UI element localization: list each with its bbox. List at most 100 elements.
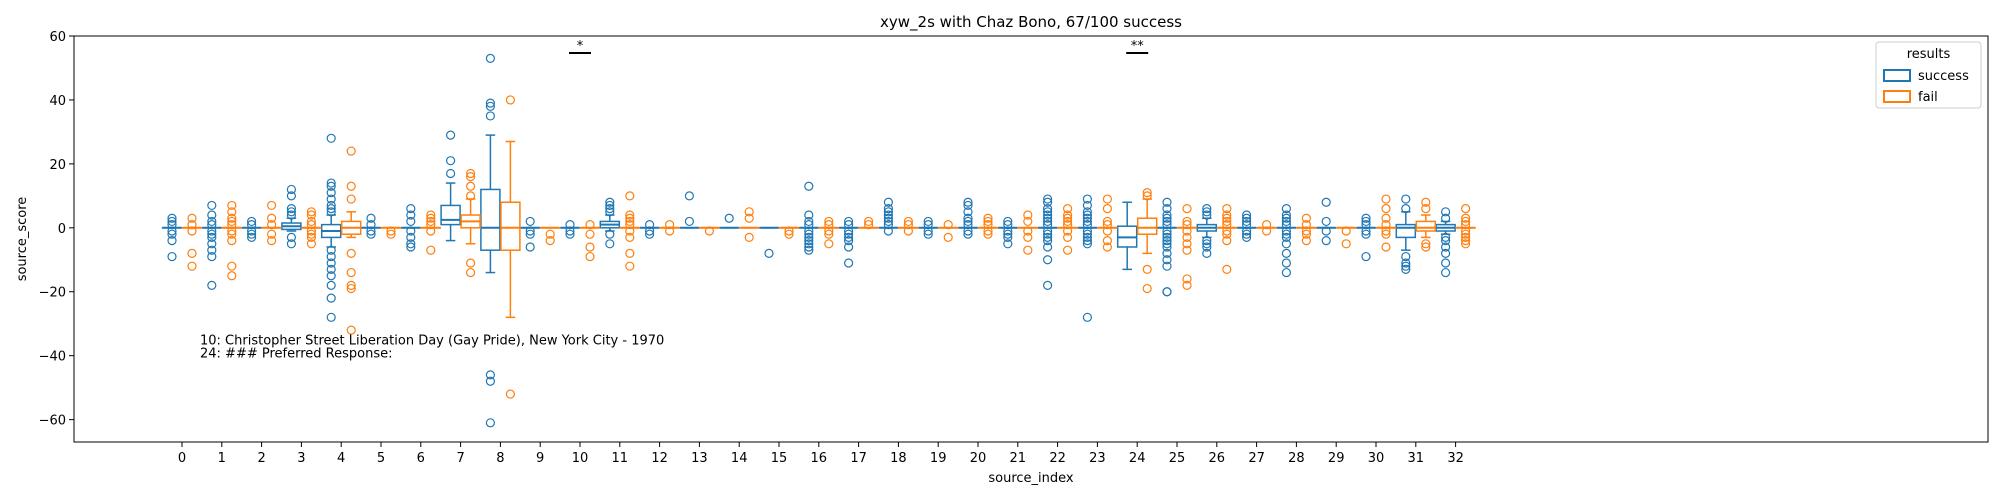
flier-point <box>447 169 455 177</box>
box-success <box>1237 211 1256 241</box>
box-fail <box>1178 205 1197 290</box>
flier-point <box>467 259 475 267</box>
box-success <box>919 217 938 238</box>
x-tick-label: 19 <box>930 451 947 466</box>
flier-point <box>1223 265 1231 273</box>
box-success <box>879 198 898 235</box>
box-success <box>1277 205 1296 277</box>
box-fail <box>1098 195 1117 251</box>
flier-point <box>447 131 455 139</box>
box-success <box>202 201 221 289</box>
box-success <box>242 217 261 241</box>
flier-point <box>188 262 196 270</box>
x-tick-label: 23 <box>1089 451 1106 466</box>
box-fail <box>302 208 321 248</box>
flier-point <box>188 249 196 257</box>
box-iqr <box>441 205 460 224</box>
flier-point <box>1322 217 1330 225</box>
flier-point <box>1143 265 1151 273</box>
box-success <box>1436 208 1455 277</box>
flier-point <box>447 157 455 165</box>
x-tick-label: 13 <box>691 451 708 466</box>
box-iqr <box>481 189 500 250</box>
flier-point <box>347 195 355 203</box>
significance-markers: *** <box>569 39 1148 54</box>
flier-point <box>327 281 335 289</box>
flier-point <box>805 182 813 190</box>
y-tick-label: −40 <box>39 350 66 365</box>
annotation-line: 24: ### Preferred Response: <box>200 346 392 361</box>
flier-point <box>626 262 634 270</box>
box-fail <box>222 201 241 279</box>
flier-point <box>228 262 236 270</box>
flier-point <box>685 217 693 225</box>
flier-point <box>685 192 693 200</box>
y-tick-label: −60 <box>39 414 66 429</box>
significance-label: ** <box>1131 39 1145 54</box>
box-fail <box>1138 189 1157 293</box>
x-tick-label: 22 <box>1049 451 1066 466</box>
flier-point <box>606 240 614 248</box>
flier-point <box>1183 205 1191 213</box>
box-success <box>1396 195 1415 273</box>
box-fail <box>660 221 679 235</box>
box-fail <box>1377 195 1396 251</box>
box-success <box>680 192 699 228</box>
flier-point <box>327 294 335 302</box>
y-tick-label: 0 <box>58 222 66 237</box>
x-tick-label: 25 <box>1169 451 1186 466</box>
x-tick-label: 3 <box>297 451 305 466</box>
flier-point <box>467 182 475 190</box>
x-tick-label: 21 <box>1010 451 1027 466</box>
flier-point <box>268 201 276 209</box>
flier-point <box>1064 246 1072 254</box>
x-tick-label: 9 <box>536 451 544 466</box>
box-fail <box>1416 198 1435 251</box>
flier-point <box>327 134 335 142</box>
box-success <box>1197 205 1216 258</box>
x-tick-label: 14 <box>731 451 748 466</box>
box-success <box>441 131 460 240</box>
box-series <box>163 54 1476 426</box>
x-tick-label: 11 <box>612 451 629 466</box>
box-success <box>1317 198 1336 244</box>
y-axis-label: source_score <box>15 197 30 282</box>
chart-title: xyw_2s with Chaz Bono, 67/100 success <box>880 13 1182 32</box>
box-success <box>959 198 978 238</box>
box-success <box>760 228 779 258</box>
legend: results success fail <box>1876 42 1981 108</box>
significance-label: * <box>577 39 584 54</box>
box-success <box>839 217 858 267</box>
box-fail <box>461 169 480 276</box>
flier-point <box>586 253 594 261</box>
box-fail <box>581 221 600 261</box>
flier-point <box>586 230 594 238</box>
flier-point <box>347 269 355 277</box>
box-fail <box>262 201 281 244</box>
box-fail <box>740 208 759 242</box>
flier-point <box>1322 237 1330 245</box>
flier-point <box>467 269 475 277</box>
flier-point <box>1282 269 1290 277</box>
x-tick-label: 27 <box>1248 451 1265 466</box>
flier-point <box>1362 253 1370 261</box>
flier-point <box>506 390 514 398</box>
flier-point <box>526 217 534 225</box>
box-iqr <box>1396 225 1415 238</box>
box-success <box>481 54 500 426</box>
x-tick-label: 29 <box>1328 451 1345 466</box>
box-iqr <box>1138 218 1157 234</box>
legend-label-success: success <box>1918 69 1969 84</box>
box-fail <box>1456 205 1475 248</box>
flier-point <box>347 182 355 190</box>
box-fail <box>939 221 958 242</box>
flier-point <box>208 281 216 289</box>
flier-point <box>1462 205 1470 213</box>
flier-point <box>944 233 952 241</box>
legend-title: results <box>1907 47 1951 62</box>
x-tick-label: 4 <box>337 451 345 466</box>
flier-point <box>725 214 733 222</box>
flier-point <box>1103 205 1111 213</box>
box-fail <box>620 192 639 270</box>
